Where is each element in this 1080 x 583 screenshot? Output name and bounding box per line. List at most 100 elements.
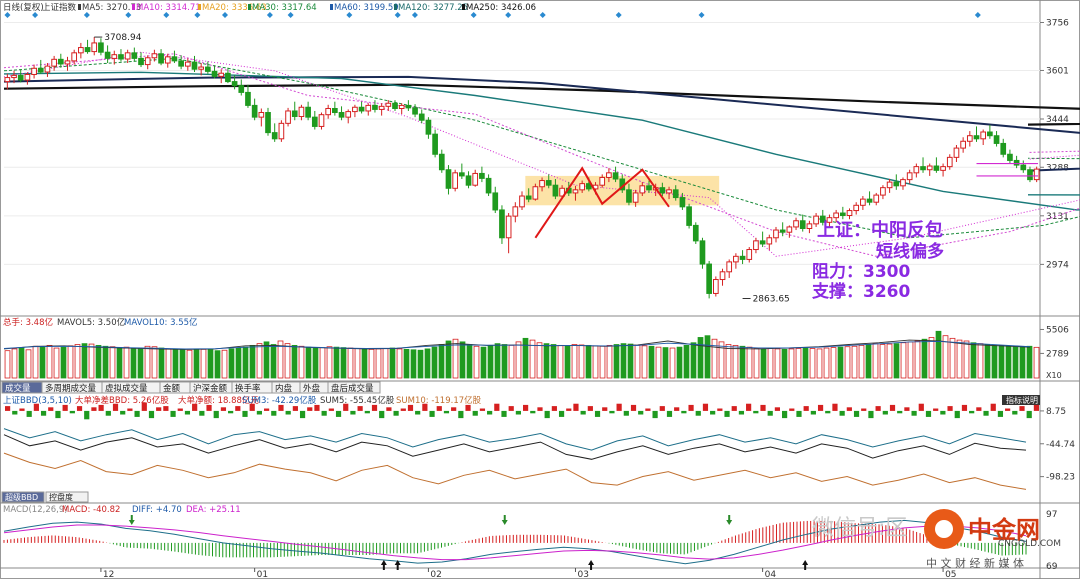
bbd-bar-54 bbox=[393, 410, 399, 416]
bbd-bar-46 bbox=[335, 410, 342, 417]
bbd-bar-110 bbox=[796, 410, 802, 417]
candle-body-93 bbox=[626, 189, 632, 203]
indicator-tab-8[interactable]: 盘后成交量 bbox=[327, 381, 381, 394]
indicator-tab-1[interactable]: 多周期成交量 bbox=[41, 381, 103, 394]
indicator-tab-5[interactable]: 换手率 bbox=[231, 381, 273, 394]
bbd-bar-39 bbox=[285, 410, 291, 415]
volume-bar-75 bbox=[529, 339, 536, 379]
volume-bar-55 bbox=[389, 347, 396, 379]
bbd-bar-77 bbox=[558, 410, 565, 417]
bbd-bar-30 bbox=[220, 407, 227, 411]
bbd-bar-29 bbox=[213, 410, 219, 419]
candle-body-59 bbox=[398, 104, 405, 109]
candle-body-121 bbox=[813, 215, 819, 225]
bbd-bar-41 bbox=[299, 410, 306, 419]
volume-bar-61 bbox=[431, 346, 438, 379]
candle-body-75 bbox=[505, 215, 512, 239]
candle-body-23 bbox=[158, 53, 164, 64]
signal-diamond-2 bbox=[83, 12, 90, 18]
bbd-bar-5 bbox=[40, 410, 47, 416]
bbd-bar-34 bbox=[249, 403, 255, 411]
candle-body-123 bbox=[826, 217, 833, 223]
volume-bar-48 bbox=[340, 347, 347, 379]
candle-body-30 bbox=[205, 66, 211, 72]
bbd-bottom-tab-0[interactable]: 超级BBD bbox=[1, 491, 45, 503]
candle-body-133 bbox=[893, 181, 900, 187]
candle-body-110 bbox=[739, 255, 746, 260]
macd-signal-up-6 bbox=[802, 560, 809, 570]
candle-body-55 bbox=[372, 104, 378, 110]
indicator-tab-2[interactable]: 虚拟成交量 bbox=[101, 381, 161, 394]
bbd-bar-50 bbox=[364, 410, 370, 414]
indicator-tab-label-6: 内盘 bbox=[275, 383, 293, 394]
bbd-bar-12 bbox=[91, 407, 97, 411]
candle-body-4 bbox=[31, 67, 37, 75]
indicator-tab-0[interactable]: 成交量 bbox=[1, 381, 43, 394]
bbd-bar-38 bbox=[278, 404, 284, 411]
bbd-bar-130 bbox=[940, 410, 946, 415]
indicator-tab-7[interactable]: 外盘 bbox=[299, 381, 329, 394]
volume-bar-34 bbox=[242, 346, 249, 379]
candle-body-145 bbox=[973, 135, 980, 140]
candle-body-138 bbox=[926, 165, 933, 171]
indicator-tab-4[interactable]: 沪深金额 bbox=[189, 381, 233, 394]
ma120-line bbox=[3, 75, 1080, 172]
signal-diamond-8 bbox=[287, 12, 294, 18]
volume-bar-84 bbox=[592, 345, 599, 379]
bbd-bar-61 bbox=[443, 410, 450, 414]
candle-body-49 bbox=[332, 107, 338, 114]
candle-body-146 bbox=[980, 131, 987, 140]
ma-legend-label-3: MA30: 3317.64 bbox=[252, 3, 317, 13]
volume-bar-8 bbox=[60, 346, 67, 379]
bbd-bar-108 bbox=[782, 410, 788, 419]
candle-body-43 bbox=[291, 110, 298, 118]
bbd-bar-114 bbox=[825, 410, 831, 414]
volume-bar-12 bbox=[88, 343, 95, 379]
bbd-bar-33 bbox=[242, 410, 248, 417]
candle-body-117 bbox=[786, 226, 793, 233]
volume-bar-23 bbox=[165, 348, 172, 379]
bbd-bar-111 bbox=[803, 406, 809, 411]
signal-diamond-5 bbox=[194, 12, 201, 18]
candle-body-52 bbox=[352, 106, 358, 113]
mavol10-line bbox=[3, 340, 1031, 350]
candle-body-100 bbox=[672, 189, 679, 199]
bbd-bar-81 bbox=[587, 406, 593, 411]
indicator-tab-3[interactable]: 金额 bbox=[159, 381, 191, 394]
volume-bar-117 bbox=[823, 347, 830, 379]
volume-bar-50 bbox=[354, 348, 361, 379]
candle-body-94 bbox=[632, 192, 639, 203]
candle-body-81 bbox=[545, 180, 552, 186]
bbd-bar-118 bbox=[853, 410, 860, 417]
candle-body-73 bbox=[492, 192, 499, 211]
bbd-bar-80 bbox=[580, 410, 586, 415]
candle-body-82 bbox=[552, 184, 559, 197]
bbd-bar-27 bbox=[199, 410, 205, 416]
bbd-bar-89 bbox=[645, 408, 651, 411]
bbd-bar-131 bbox=[947, 406, 953, 411]
bbd-bar-106 bbox=[767, 410, 773, 416]
bbd-bottom-tab-1[interactable]: 控盘度 bbox=[45, 491, 89, 503]
indicator-help-button[interactable]: 指标说明 bbox=[1002, 395, 1040, 405]
candle-body-80 bbox=[539, 180, 545, 188]
macd-tick-label-1: 69 bbox=[1046, 562, 1058, 572]
indicator-tab-6[interactable]: 内盘 bbox=[271, 381, 301, 394]
volume-bar-145 bbox=[1019, 346, 1026, 379]
bbd-bar-6 bbox=[48, 407, 54, 411]
volume-bar-51 bbox=[361, 348, 368, 379]
vol-tick-label-0: 5506 bbox=[1046, 325, 1069, 335]
volume-bar-65 bbox=[459, 341, 466, 379]
bbd-bar-1 bbox=[12, 410, 18, 415]
volume-bar-104 bbox=[732, 344, 739, 379]
bbd-bar-0 bbox=[5, 406, 11, 411]
price-tick-label-0: 3756 bbox=[1046, 19, 1069, 29]
volume-bar-16 bbox=[116, 347, 123, 379]
volume-bar-7 bbox=[53, 347, 60, 379]
candle-body-131 bbox=[880, 187, 886, 196]
candle-body-51 bbox=[345, 111, 352, 118]
price-tick-label-3: 3288 bbox=[1046, 163, 1069, 173]
ma-legend-label-5: MA120: 3277.25 bbox=[398, 3, 468, 13]
volume-bar-9 bbox=[67, 345, 74, 379]
bbd-bar-70 bbox=[508, 406, 514, 411]
